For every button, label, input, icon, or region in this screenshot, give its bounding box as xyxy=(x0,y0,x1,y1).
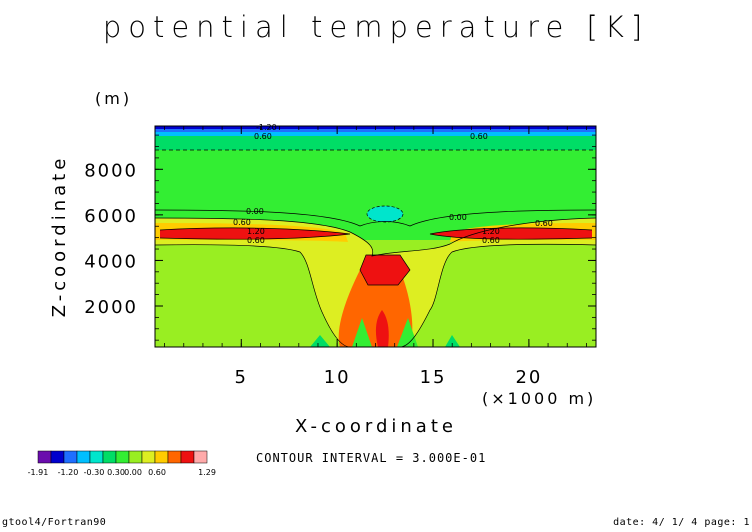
y-tick-label: 2000 xyxy=(84,297,138,318)
legend-swatch xyxy=(50,450,65,464)
contour-label: 0.00 xyxy=(449,213,467,222)
contour-label: 1.20 xyxy=(482,227,500,236)
y-tick-label: 4000 xyxy=(84,251,138,272)
legend-tick-label: 0.30 xyxy=(107,468,125,477)
contour-plot: -1.20 0.60 0.00 0.60 1.20 0.60 0.00 0.60… xyxy=(28,89,597,477)
legend-swatch xyxy=(115,450,130,464)
y-tick-label: 6000 xyxy=(84,206,138,227)
legend-swatch xyxy=(89,450,104,464)
contour-label: 1.20 xyxy=(247,227,265,236)
contour-label-group: -1.20 0.60 0.00 0.60 1.20 0.60 0.00 0.60… xyxy=(233,123,553,245)
legend-swatch xyxy=(193,450,208,464)
legend-swatch xyxy=(141,450,156,464)
contour-label: 0.00 xyxy=(246,207,264,216)
legend-tick-label: 1.29 xyxy=(198,468,216,477)
color-legend: -1.91 -1.20 -0.30 0.60 1.29 0.30 0.00 xyxy=(28,450,216,477)
axes: 5 10 15 20 2000 4000 6000 8000 xyxy=(84,126,596,388)
legend-tick-label: -1.91 xyxy=(28,468,49,477)
contour-label: 0.60 xyxy=(233,218,251,227)
footer-left: gtool4/Fortran90 xyxy=(2,517,107,528)
footer-right: date: 4/ 1/ 4 page: 1 xyxy=(613,517,750,528)
y-unit-label: (m) xyxy=(95,89,132,108)
contour-label: 0.60 xyxy=(482,236,500,245)
x-axis-label: X-coordinate xyxy=(295,416,457,437)
contour-label: -1.20 xyxy=(256,123,277,132)
y-axis-label: Z-coordinate xyxy=(49,155,70,318)
contour-fill xyxy=(155,126,596,347)
legend-tick-label: -0.30 xyxy=(84,468,105,477)
legend-swatch xyxy=(154,450,169,464)
legend-tick-label: 0.60 xyxy=(148,468,166,477)
contour-lines xyxy=(155,149,596,347)
x-tick-label: 5 xyxy=(235,367,248,388)
y-tick-label: 8000 xyxy=(84,160,138,181)
x-tick-label: 20 xyxy=(515,367,542,388)
contour-label: 0.60 xyxy=(254,132,272,141)
legend-swatch xyxy=(128,450,143,464)
legend-swatch xyxy=(102,450,117,464)
chart-title: potential temperature [K] xyxy=(102,10,650,44)
contour-label: 0.60 xyxy=(535,219,553,228)
legend-swatch xyxy=(180,450,195,464)
x-tick-label: 10 xyxy=(324,367,351,388)
legend-tick-label: -1.20 xyxy=(58,468,79,477)
contour-label: 0.60 xyxy=(247,236,265,245)
x-unit-label: (×1000 m) xyxy=(482,389,596,408)
legend-swatch xyxy=(37,450,52,464)
contour-interval-text: CONTOUR INTERVAL = 3.000E-01 xyxy=(256,451,487,465)
legend-swatch xyxy=(76,450,91,464)
x-tick-label: 15 xyxy=(420,367,447,388)
legend-swatch xyxy=(63,450,78,464)
contour-label: 0.60 xyxy=(470,132,488,141)
legend-swatch xyxy=(167,450,182,464)
legend-tick-label: 0.00 xyxy=(124,468,142,477)
